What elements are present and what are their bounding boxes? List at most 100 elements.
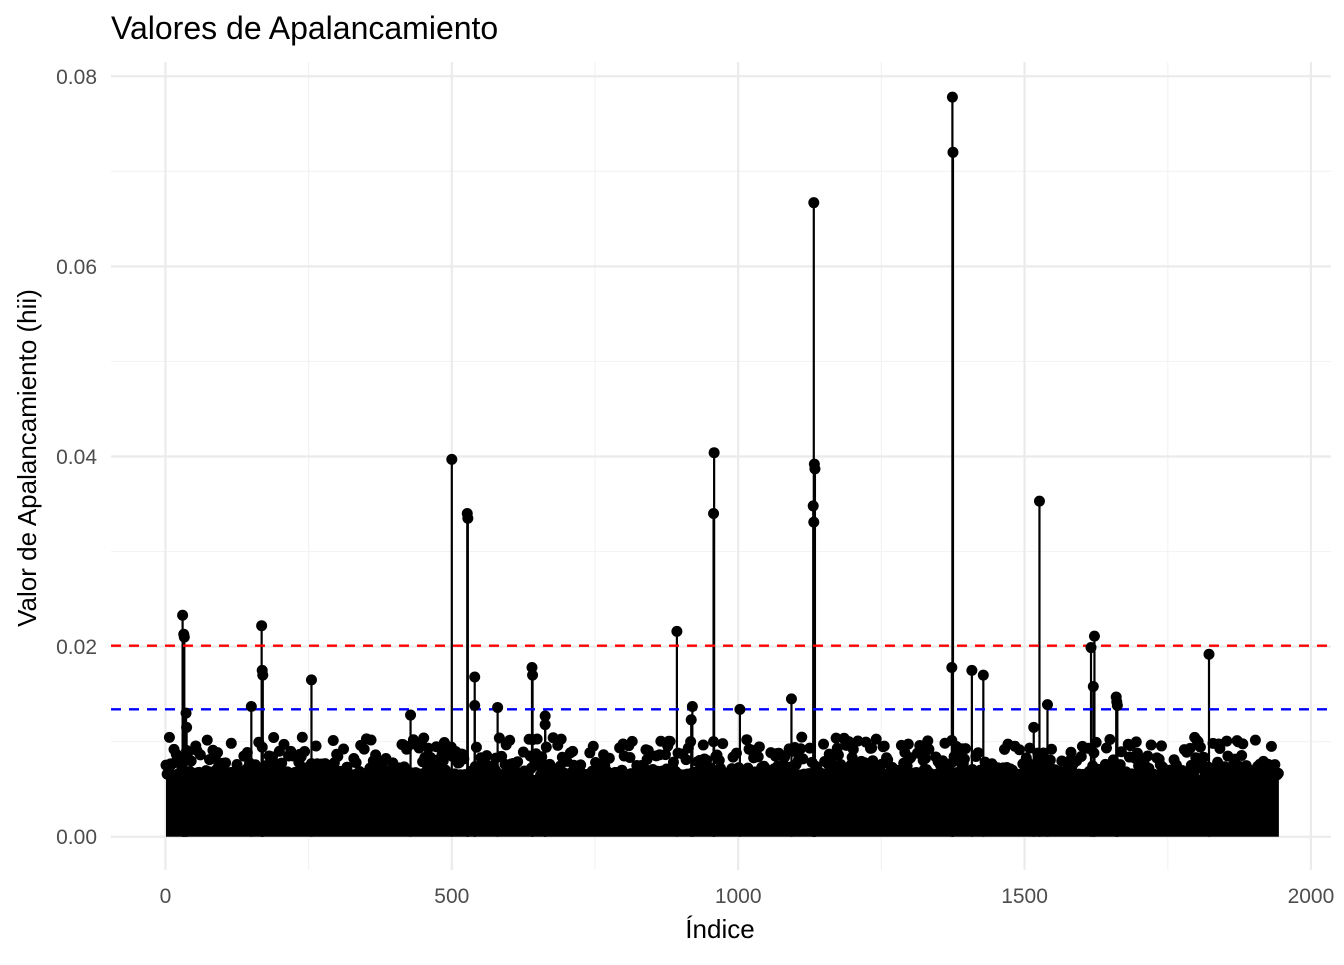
baseline-point bbox=[1075, 750, 1087, 762]
leverage-point bbox=[708, 508, 720, 520]
baseline-point bbox=[642, 745, 654, 757]
baseline-point bbox=[276, 757, 288, 769]
baseline-point bbox=[531, 733, 543, 745]
baseline-point bbox=[1249, 734, 1261, 746]
baseline-point bbox=[753, 741, 765, 753]
baseline-point bbox=[296, 731, 308, 743]
y-tick-label: 0.04 bbox=[56, 446, 97, 469]
leverage-point bbox=[1203, 648, 1215, 660]
baseline-point bbox=[1269, 759, 1281, 771]
leverage-point bbox=[808, 516, 820, 528]
baseline-point bbox=[624, 752, 636, 764]
baseline-point bbox=[256, 741, 268, 753]
baseline-point bbox=[680, 754, 692, 766]
baseline-point bbox=[752, 751, 764, 763]
baseline-point bbox=[730, 747, 742, 759]
baseline-point bbox=[544, 758, 556, 770]
leverage-point bbox=[462, 512, 474, 524]
baseline-point bbox=[512, 756, 524, 768]
baseline-points-layer bbox=[160, 731, 1284, 837]
leverage-point bbox=[405, 709, 417, 721]
baseline-point bbox=[832, 749, 844, 761]
leverage-point bbox=[1033, 495, 1045, 507]
baseline-point bbox=[866, 742, 878, 754]
baseline-point bbox=[818, 738, 830, 750]
baseline-point bbox=[1145, 739, 1157, 751]
baseline-point bbox=[1115, 746, 1127, 758]
baseline-point bbox=[922, 735, 934, 747]
baseline-point bbox=[1056, 755, 1068, 767]
baseline-point bbox=[1142, 750, 1154, 762]
baseline-point bbox=[212, 747, 224, 759]
baseline-point bbox=[641, 753, 653, 765]
leverage-point bbox=[734, 703, 746, 715]
baseline-point bbox=[338, 743, 350, 755]
leverage-point bbox=[245, 700, 257, 712]
baseline-point bbox=[587, 740, 599, 752]
baseline-point bbox=[664, 735, 676, 747]
baseline-point bbox=[1214, 742, 1226, 754]
leverage-point bbox=[257, 669, 269, 681]
leverage-point bbox=[539, 710, 551, 722]
x-tick-label: 500 bbox=[434, 885, 469, 908]
baseline-point bbox=[870, 733, 882, 745]
leverage-point bbox=[1041, 699, 1053, 711]
x-tick-label: 0 bbox=[160, 885, 172, 908]
baseline-point bbox=[852, 735, 864, 747]
baseline-point bbox=[194, 749, 206, 761]
baseline-point bbox=[958, 753, 970, 765]
baseline-point bbox=[1065, 746, 1077, 758]
baseline-point bbox=[1024, 742, 1036, 754]
baseline-point bbox=[418, 732, 430, 744]
baseline-point bbox=[278, 738, 290, 750]
baseline-point bbox=[1184, 742, 1196, 754]
baseline-point bbox=[626, 735, 638, 747]
leverage-point bbox=[671, 625, 683, 637]
baseline-point bbox=[1033, 755, 1045, 767]
y-tick-label: 0.02 bbox=[56, 636, 97, 659]
baseline-point bbox=[1100, 742, 1112, 754]
baseline-point bbox=[365, 734, 377, 746]
reference-lines-layer bbox=[111, 644, 1331, 711]
leverage-point bbox=[177, 609, 189, 621]
baseline-point bbox=[458, 753, 470, 765]
leverage-point bbox=[469, 700, 481, 712]
leverage-point bbox=[946, 662, 958, 674]
baseline-point bbox=[902, 738, 914, 750]
baseline-point bbox=[163, 731, 175, 743]
baseline-point bbox=[1236, 749, 1248, 761]
baseline-point bbox=[741, 734, 753, 746]
baseline-point bbox=[667, 756, 679, 768]
baseline-point bbox=[796, 731, 808, 743]
baseline-point bbox=[241, 747, 253, 759]
grid-layer bbox=[111, 62, 1331, 870]
baseline-point bbox=[1155, 740, 1167, 752]
leverage-point bbox=[977, 669, 989, 681]
baseline-point bbox=[201, 734, 213, 746]
baseline-point bbox=[555, 733, 567, 745]
baseline-point bbox=[567, 745, 579, 757]
y-tick-label: 0.06 bbox=[56, 256, 97, 279]
baseline-point bbox=[1265, 740, 1277, 752]
leverage-point bbox=[256, 620, 268, 632]
baseline-point bbox=[826, 756, 838, 768]
baseline-point bbox=[1237, 738, 1249, 750]
baseline-point bbox=[804, 742, 816, 754]
chart-title: Valores de Apalancamiento bbox=[111, 10, 498, 46]
baseline-point bbox=[350, 757, 362, 769]
tick-label-layer: 0 500 1000 1500 2000 0.00 0.02 0.04 0.06 0.08 bbox=[56, 66, 1334, 908]
x-axis-title: Índice bbox=[685, 914, 754, 944]
baseline-point bbox=[697, 739, 709, 751]
baseline-point bbox=[659, 749, 671, 761]
leverage-point bbox=[1088, 630, 1100, 642]
baseline-point bbox=[1045, 743, 1057, 755]
baseline-point bbox=[327, 734, 339, 746]
x-tick-label: 2000 bbox=[1288, 885, 1335, 908]
leverage-point bbox=[1085, 642, 1097, 654]
leverage-point bbox=[446, 453, 458, 465]
baseline-point bbox=[358, 743, 370, 755]
y-tick-label: 0.08 bbox=[56, 66, 97, 89]
baseline-point bbox=[1104, 734, 1116, 746]
